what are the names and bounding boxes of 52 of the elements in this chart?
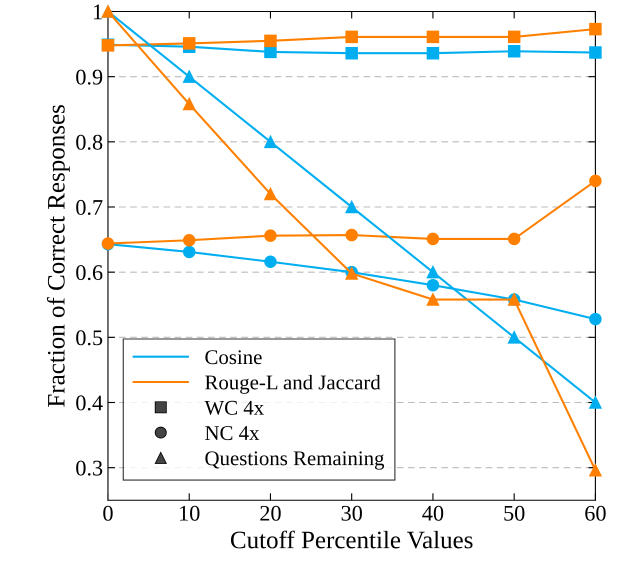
point bbox=[426, 293, 440, 306]
point bbox=[426, 278, 440, 292]
point bbox=[182, 37, 196, 50]
legend-label: WC 4x bbox=[204, 400, 264, 415]
point bbox=[508, 331, 520, 344]
x-tick-label: 30 bbox=[342, 506, 362, 521]
point bbox=[426, 266, 440, 278]
y-tick-label: 1 bbox=[94, 4, 102, 20]
point bbox=[182, 246, 196, 258]
legend-label: NC 4x bbox=[205, 426, 260, 440]
x-axis-title: Cutoff Percentile Values bbox=[230, 530, 473, 549]
point bbox=[264, 229, 277, 242]
legend-label: Questions Remaining bbox=[205, 451, 384, 470]
x-tick-label: 50 bbox=[504, 506, 524, 521]
x-tick-label: 10 bbox=[180, 506, 200, 521]
x-tick-label: 0 bbox=[103, 506, 113, 521]
point bbox=[264, 255, 277, 268]
point bbox=[589, 22, 602, 36]
point bbox=[182, 70, 196, 83]
point bbox=[508, 30, 520, 44]
point bbox=[426, 30, 440, 44]
point bbox=[264, 34, 277, 48]
point bbox=[345, 200, 358, 214]
point bbox=[426, 232, 440, 246]
x-tick-label: 60 bbox=[585, 506, 606, 521]
x-tick-label: 20 bbox=[260, 506, 281, 521]
point bbox=[508, 45, 520, 58]
point bbox=[264, 188, 277, 200]
point bbox=[345, 228, 358, 242]
point bbox=[589, 46, 602, 59]
point bbox=[508, 232, 520, 246]
point bbox=[426, 46, 440, 60]
y-tick-label: 0.7 bbox=[76, 200, 102, 216]
point bbox=[345, 46, 358, 60]
y-tick-label: 0.5 bbox=[76, 330, 102, 346]
point bbox=[182, 234, 196, 246]
y-tick-label: 0.3 bbox=[76, 460, 102, 476]
point bbox=[264, 136, 277, 148]
legend-label: Rouge-L and Jaccard bbox=[205, 374, 380, 394]
y-axis-title: Fraction of Correct Responses bbox=[46, 105, 70, 407]
point bbox=[589, 396, 602, 409]
x-tick-label: 40 bbox=[422, 506, 444, 521]
y-tick-label: 0.9 bbox=[76, 70, 102, 85]
y-tick-label: 0.4 bbox=[76, 395, 103, 411]
point bbox=[589, 174, 602, 188]
point bbox=[345, 30, 358, 44]
y-tick-label: 0.6 bbox=[76, 265, 102, 280]
point bbox=[589, 464, 602, 477]
point bbox=[182, 98, 196, 110]
point bbox=[589, 312, 602, 326]
legend-label: Cosine bbox=[205, 350, 262, 364]
y-tick-label: 0.8 bbox=[76, 134, 102, 150]
